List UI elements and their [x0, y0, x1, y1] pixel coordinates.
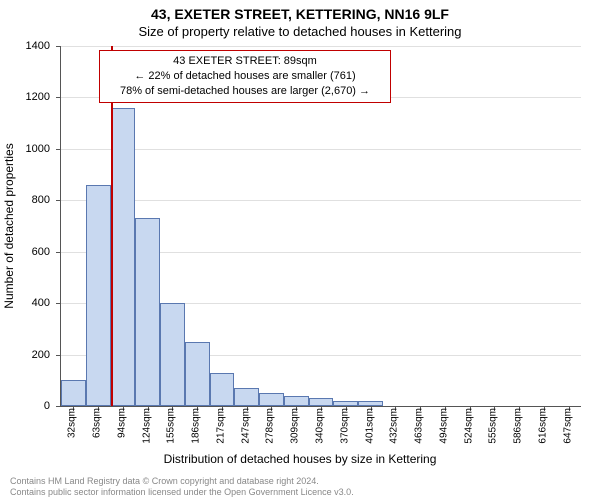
ytick-mark — [56, 406, 61, 407]
xtick-label: 217sqm — [215, 408, 226, 444]
ytick-mark — [56, 97, 61, 98]
xtick-label: 370sqm — [339, 408, 350, 444]
ytick-mark — [56, 200, 61, 201]
ytick-label: 1400 — [0, 40, 50, 52]
xtick-label: 309sqm — [290, 408, 301, 444]
xtick-label: 494sqm — [438, 408, 449, 444]
gridline — [61, 200, 581, 201]
y-axis-title: Number of detached properties — [2, 143, 16, 308]
annotation-line: ← 22% of detached houses are smaller (76… — [106, 69, 384, 84]
ytick-mark — [56, 252, 61, 253]
chart-title: 43, EXETER STREET, KETTERING, NN16 9LF — [0, 0, 600, 22]
chart-subtitle: Size of property relative to detached ho… — [0, 22, 600, 41]
histogram-bar — [86, 185, 111, 406]
ytick-label: 1000 — [0, 143, 50, 155]
annotation-line: 43 EXETER STREET: 89sqm — [106, 54, 384, 69]
gridline — [61, 149, 581, 150]
xtick-label: 278sqm — [265, 408, 276, 444]
x-axis-title: Distribution of detached houses by size … — [0, 452, 600, 466]
xtick-label: 463sqm — [414, 408, 425, 444]
ytick-label: 200 — [0, 349, 50, 361]
xtick-label: 63sqm — [92, 408, 103, 438]
xtick-label: 524sqm — [463, 408, 474, 444]
ytick-label: 400 — [0, 297, 50, 309]
ytick-label: 600 — [0, 246, 50, 258]
xtick-label: 647sqm — [562, 408, 573, 444]
ytick-label: 1200 — [0, 91, 50, 103]
ytick-label: 0 — [0, 400, 50, 412]
histogram-bar — [160, 303, 185, 406]
annotation-box: 43 EXETER STREET: 89sqm← 22% of detached… — [99, 50, 391, 103]
xtick-label: 555sqm — [488, 408, 499, 444]
histogram-bar — [259, 393, 284, 406]
xtick-label: 155sqm — [166, 408, 177, 444]
xtick-label: 186sqm — [191, 408, 202, 444]
ytick-label: 800 — [0, 194, 50, 206]
ytick-mark — [56, 303, 61, 304]
histogram-bar — [309, 398, 334, 406]
annotation-line: 78% of semi-detached houses are larger (… — [106, 84, 384, 99]
histogram-bar — [185, 342, 210, 406]
credits: Contains HM Land Registry data © Crown c… — [10, 476, 354, 498]
histogram-bar — [210, 373, 235, 406]
xtick-label: 586sqm — [513, 408, 524, 444]
xtick-label: 94sqm — [116, 408, 127, 438]
histogram-bar — [135, 218, 160, 406]
xtick-label: 401sqm — [364, 408, 375, 444]
ytick-mark — [56, 149, 61, 150]
histogram-bar — [61, 380, 86, 406]
xtick-label: 247sqm — [240, 408, 251, 444]
xtick-label: 340sqm — [315, 408, 326, 444]
credit-line: Contains public sector information licen… — [10, 487, 354, 498]
xtick-label: 124sqm — [141, 408, 152, 444]
xtick-label: 432sqm — [389, 408, 400, 444]
ytick-mark — [56, 355, 61, 356]
xtick-label: 32sqm — [67, 408, 78, 438]
histogram-bar — [284, 396, 309, 406]
histogram-bar — [234, 388, 259, 406]
histogram-bar — [111, 108, 136, 406]
ytick-mark — [56, 46, 61, 47]
gridline — [61, 46, 581, 47]
xtick-label: 616sqm — [537, 408, 548, 444]
credit-line: Contains HM Land Registry data © Crown c… — [10, 476, 354, 487]
